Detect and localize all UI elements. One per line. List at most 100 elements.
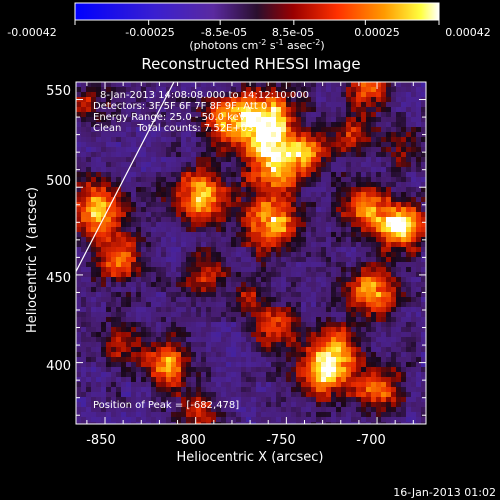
heatmap-cell bbox=[76, 402, 82, 408]
heatmap-cell bbox=[201, 317, 207, 323]
heatmap-cell bbox=[341, 322, 347, 328]
heatmap-cell bbox=[211, 347, 217, 353]
heatmap-cell bbox=[166, 332, 172, 338]
heatmap-cell bbox=[126, 187, 132, 193]
heatmap-cell bbox=[176, 352, 182, 358]
heatmap-cell bbox=[346, 122, 352, 128]
heatmap-cell bbox=[296, 147, 302, 153]
heatmap-cell bbox=[131, 147, 137, 153]
heatmap-cell bbox=[206, 87, 212, 93]
heatmap-cell bbox=[151, 147, 157, 153]
heatmap-cell bbox=[331, 417, 337, 423]
heatmap-cell bbox=[316, 197, 322, 203]
heatmap-cell bbox=[191, 352, 197, 358]
heatmap-cell bbox=[311, 222, 317, 228]
heatmap-cell bbox=[376, 382, 382, 388]
heatmap-cell bbox=[211, 402, 217, 408]
heatmap-cell bbox=[326, 182, 332, 188]
heatmap-cell bbox=[131, 222, 137, 228]
heatmap-cell bbox=[411, 177, 417, 183]
heatmap-cell bbox=[391, 332, 397, 338]
heatmap-cell bbox=[236, 262, 242, 268]
heatmap-cell bbox=[226, 177, 232, 183]
heatmap-cell bbox=[281, 407, 287, 413]
heatmap-cell bbox=[171, 287, 177, 293]
heatmap-cell bbox=[256, 182, 262, 188]
heatmap-cell bbox=[81, 412, 87, 418]
heatmap-cell bbox=[111, 232, 117, 238]
heatmap-cell bbox=[226, 202, 232, 208]
heatmap-cell bbox=[256, 287, 262, 293]
heatmap-cell bbox=[251, 102, 257, 108]
heatmap-cell bbox=[236, 407, 242, 413]
heatmap-cell bbox=[186, 202, 192, 208]
heatmap-cell bbox=[296, 342, 302, 348]
heatmap-cell bbox=[241, 117, 247, 123]
heatmap-cell bbox=[176, 242, 182, 248]
heatmap-cell bbox=[106, 347, 112, 353]
axis-ticks bbox=[76, 81, 426, 424]
heatmap-cell bbox=[186, 312, 192, 318]
heatmap-cell bbox=[131, 342, 137, 348]
heatmap-cell bbox=[116, 317, 122, 323]
heatmap-cell bbox=[271, 422, 277, 424]
heatmap-cell bbox=[151, 407, 157, 413]
heatmap-cell bbox=[226, 182, 232, 188]
heatmap-cell bbox=[121, 87, 127, 93]
heatmap-cell bbox=[146, 107, 152, 113]
heatmap-cell bbox=[331, 217, 337, 223]
heatmap-cell bbox=[131, 307, 137, 313]
heatmap-cell bbox=[136, 172, 142, 178]
heatmap-cell bbox=[176, 317, 182, 323]
heatmap-cell bbox=[191, 177, 197, 183]
heatmap-cell bbox=[136, 87, 142, 93]
heatmap-cell bbox=[86, 107, 92, 113]
heatmap-cell bbox=[326, 157, 332, 163]
heatmap-cell bbox=[376, 267, 382, 273]
heatmap-cell bbox=[326, 412, 332, 418]
heatmap-cell bbox=[281, 217, 287, 223]
heatmap-cell bbox=[211, 192, 217, 198]
heatmap-cell bbox=[76, 422, 82, 424]
heatmap-cell bbox=[421, 152, 426, 158]
heatmap-cell bbox=[106, 92, 112, 98]
heatmap-cell bbox=[351, 317, 357, 323]
heatmap-cell bbox=[381, 232, 387, 238]
heatmap-cell bbox=[291, 337, 297, 343]
heatmap-cell bbox=[296, 317, 302, 323]
heatmap-cell bbox=[166, 397, 172, 403]
heatmap-cell bbox=[151, 192, 157, 198]
heatmap-cell bbox=[366, 407, 372, 413]
heatmap-cell bbox=[261, 387, 267, 393]
heatmap-cell bbox=[331, 372, 337, 378]
heatmap-cell bbox=[131, 317, 137, 323]
heatmap-cell bbox=[311, 337, 317, 343]
heatmap-cell bbox=[276, 257, 282, 263]
heatmap-cell bbox=[361, 267, 367, 273]
heatmap-cell bbox=[151, 417, 157, 423]
heatmap-cell bbox=[411, 327, 417, 333]
heatmap-cell bbox=[316, 272, 322, 278]
heatmap-cell bbox=[351, 172, 357, 178]
heatmap-cell bbox=[366, 332, 372, 338]
heatmap-cell bbox=[331, 412, 337, 418]
heatmap-cell bbox=[186, 412, 192, 418]
heatmap-cell bbox=[161, 417, 167, 423]
heatmap-cell bbox=[206, 272, 212, 278]
heatmap-cell bbox=[361, 327, 367, 333]
heatmap-cell bbox=[416, 317, 422, 323]
heatmap-cell bbox=[266, 407, 272, 413]
heatmap-cell bbox=[341, 252, 347, 258]
heatmap-cell bbox=[221, 292, 227, 298]
heatmap-cell bbox=[271, 412, 277, 418]
heatmap-cell bbox=[361, 197, 367, 203]
heatmap-cell bbox=[256, 282, 262, 288]
heatmap-cell bbox=[101, 122, 107, 128]
heatmap-cell bbox=[411, 367, 417, 373]
heatmap-cell bbox=[376, 292, 382, 298]
heatmap-cell bbox=[341, 217, 347, 223]
heatmap-cell bbox=[361, 202, 367, 208]
heatmap-cell bbox=[161, 332, 167, 338]
heatmap-cell bbox=[396, 357, 402, 363]
heatmap-cell bbox=[116, 337, 122, 343]
